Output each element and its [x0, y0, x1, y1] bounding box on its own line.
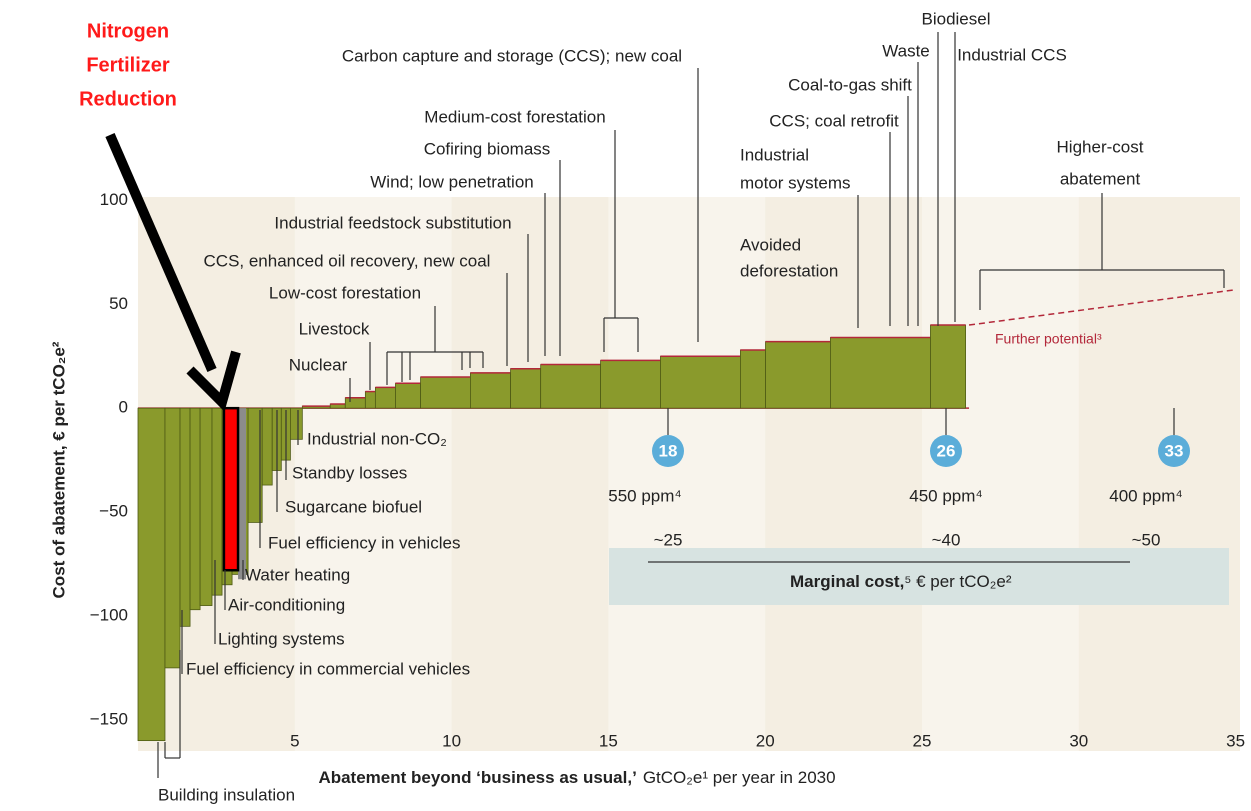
bar	[199, 407, 213, 606]
x-tick-label: 25	[913, 731, 932, 750]
annotation: Industrial non-CO₂	[307, 429, 447, 448]
annotation: CCS, enhanced oil recovery, new coal	[204, 251, 491, 270]
bar	[510, 368, 542, 409]
annotation: Wind; low penetration	[370, 172, 533, 191]
annotation: Standby losses	[292, 463, 407, 482]
annotation: Biodiesel	[922, 9, 991, 28]
annotation: Lighting systems	[218, 629, 345, 648]
bar	[211, 407, 223, 596]
bar	[290, 407, 303, 440]
y-tick-label: −100	[90, 605, 128, 624]
x-tick-label: 20	[756, 731, 775, 750]
annotation: motor systems	[740, 173, 851, 192]
highlight-label: Nitrogen	[87, 20, 169, 42]
scenario-cost: ~40	[932, 530, 961, 549]
marginal-label: Marginal cost,⁵ € per tCO₂e²	[790, 572, 1012, 591]
annotation: Industrial	[740, 145, 809, 164]
marginal-bold: Marginal cost,	[790, 572, 904, 591]
annotation: Carbon capture and storage (CCS); new co…	[342, 46, 682, 65]
annotation: Coal-to-gas shift	[788, 75, 912, 94]
annotation: Water heating	[245, 565, 350, 584]
bar	[374, 386, 396, 409]
bar	[740, 349, 766, 409]
bar	[364, 391, 376, 409]
annotation: Cofiring biomass	[424, 139, 551, 158]
annotation: abatement	[1060, 169, 1141, 188]
plot-band	[294, 197, 452, 751]
scenario-ppm: 450 ppm⁴	[909, 486, 982, 505]
x-tick-label: 15	[599, 731, 618, 750]
scenario-number: 18	[659, 441, 678, 460]
scenario-ppm: 400 ppm⁴	[1109, 486, 1182, 505]
x-axis-label: Abatement beyond ‘business as usual,’ GtC…	[318, 768, 835, 787]
scenario-circle	[652, 435, 684, 467]
y-tick-label: 50	[109, 294, 128, 313]
x-tick-label: 10	[442, 731, 461, 750]
bar	[137, 407, 166, 742]
marginal-box	[609, 548, 1229, 605]
annotation: Fuel efficiency in vehicles	[268, 533, 460, 552]
arrow-head	[186, 350, 241, 412]
annotation: Waste	[882, 41, 930, 60]
scenario-circle	[930, 435, 962, 467]
further-potential-line	[968, 288, 1236, 326]
bar	[600, 359, 661, 409]
y-tick-label: 100	[100, 190, 128, 209]
annotation: Building insulation	[158, 785, 295, 804]
annotation: Avoided	[740, 235, 801, 254]
scenario-cost: ~25	[654, 530, 683, 549]
annotation: deforestation	[740, 261, 838, 280]
annotation: Sugarcane biofuel	[285, 497, 422, 516]
bar	[470, 372, 511, 409]
annotation: Nuclear	[289, 355, 348, 374]
annotation: Low-cost forestation	[269, 283, 421, 302]
annotation: Livestock	[299, 319, 370, 338]
plot-band	[608, 197, 766, 751]
annotation: Higher-cost	[1057, 137, 1144, 156]
y-tick-label: 0	[119, 398, 128, 417]
x-tick-label: 5	[290, 731, 299, 750]
annotation: Industrial CCS	[957, 45, 1067, 64]
bar	[164, 407, 181, 669]
bar	[660, 355, 741, 409]
bar	[189, 407, 201, 611]
annotation: Air-conditioning	[228, 595, 345, 614]
annotation: Fuel efficiency in commercial vehicles	[186, 659, 470, 678]
marginal-rest: ⁵ € per tCO₂e²	[904, 572, 1012, 591]
highlight-label: Fertilizer	[86, 54, 170, 76]
further-potential-label: Further potential³	[995, 331, 1102, 347]
scenario-circle	[1158, 435, 1190, 467]
highlight-shadow	[238, 408, 247, 580]
bar	[179, 407, 191, 627]
x-tick-label: 35	[1226, 731, 1245, 750]
scenario-ppm: 550 ppm⁴	[608, 486, 681, 505]
highlight-bar	[222, 406, 240, 572]
scenario-cost: ~50	[1132, 530, 1161, 549]
y-tick-label: −50	[99, 502, 128, 521]
annotation: CCS; coal retrofit	[769, 111, 899, 130]
highlight-label: Reduction	[79, 88, 177, 110]
annotation: Medium-cost forestation	[424, 107, 605, 126]
x-axis-label-rest: GtCO₂e¹ per year in 2030	[643, 768, 836, 787]
scenario-number: 33	[1165, 441, 1184, 460]
scenario-number: 26	[937, 441, 956, 460]
plot-band	[921, 197, 1079, 751]
bar	[261, 407, 273, 486]
bar	[395, 382, 421, 409]
bar	[540, 364, 601, 409]
bar	[420, 376, 471, 409]
y-axis-label: Cost of abatement, € per tCO₂e²	[49, 341, 68, 598]
bar	[765, 341, 831, 409]
bar	[930, 324, 966, 409]
x-axis-label-bold: Abatement beyond ‘business as usual,’	[318, 768, 636, 787]
bar	[344, 397, 366, 409]
bar	[830, 337, 931, 409]
arrow-shaft	[105, 133, 217, 372]
y-tick-label: −150	[90, 709, 128, 728]
x-tick-label: 30	[1069, 731, 1088, 750]
annotation: Industrial feedstock substitution	[274, 213, 511, 232]
